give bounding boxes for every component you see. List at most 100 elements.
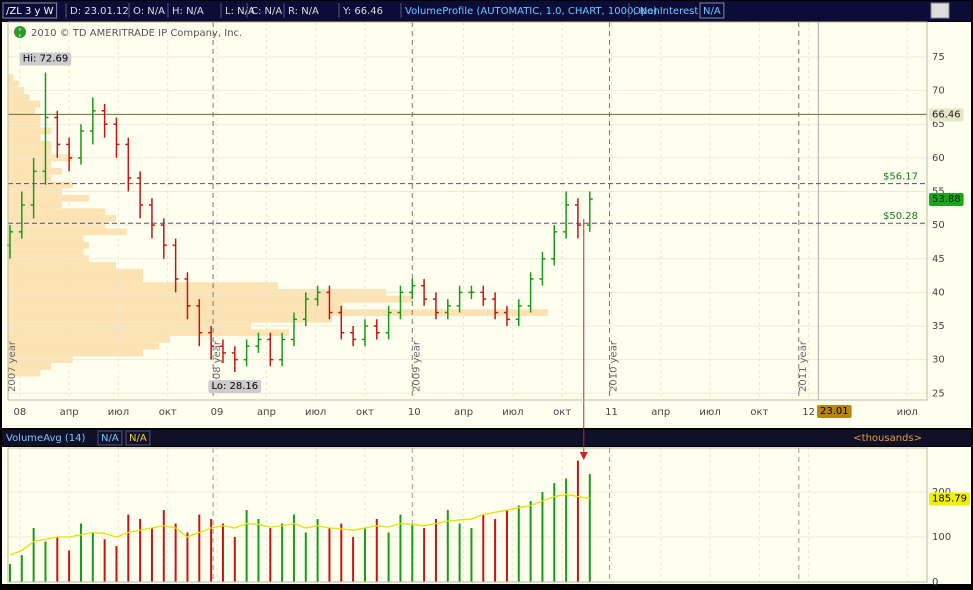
- volume-bar: [245, 510, 248, 582]
- profile-bar: [8, 235, 84, 242]
- profile-bar: [8, 141, 52, 148]
- volume-bar: [517, 505, 520, 582]
- header-item: H: N/A: [172, 6, 204, 17]
- y-tick-label: 40: [932, 287, 945, 298]
- volume-bar: [139, 519, 142, 582]
- volume-bar: [340, 523, 343, 582]
- y-tick-label: 70: [932, 86, 945, 97]
- profile-bar: [8, 342, 160, 350]
- volume-bar: [281, 523, 284, 582]
- volume-bar: [174, 523, 177, 582]
- profile-bar: [8, 215, 116, 222]
- last-price-label: 53.88: [932, 194, 961, 205]
- avg-last-label: 185.79: [932, 493, 967, 504]
- profile-bar: [8, 295, 413, 303]
- x-tick-label: 11: [605, 407, 618, 418]
- x-tick-label: 09: [211, 407, 224, 418]
- profile-bar: [8, 329, 289, 337]
- y-tick-label: 35: [932, 321, 945, 332]
- profile-bar: [8, 315, 332, 323]
- volume-frame: [7, 447, 928, 583]
- volume-bar: [103, 539, 106, 582]
- volume-bar: [8, 564, 11, 582]
- profile-bar: [8, 302, 343, 310]
- profile-bar: [8, 275, 143, 283]
- header-item: OpenInterest: [633, 6, 698, 17]
- profile-bar: [8, 114, 41, 121]
- year-label: 2010 year: [608, 340, 619, 392]
- profile-bar: [8, 349, 143, 357]
- header-item: L: N/A: [225, 6, 255, 17]
- volume-status: N/A: [129, 433, 147, 444]
- x-tick-label: апр: [257, 407, 276, 418]
- x-tick-label: апр: [60, 407, 79, 418]
- x-tick-label: апр: [651, 407, 670, 418]
- profile-bar: [8, 73, 14, 81]
- profile-bar: [8, 134, 41, 142]
- avg-last-label-box: [929, 492, 970, 506]
- volume-bar: [68, 550, 71, 582]
- volume-bar: [221, 523, 224, 582]
- volume-bar: [328, 528, 331, 582]
- volume-bar: [529, 501, 532, 582]
- cursor-label: 23.01: [820, 406, 849, 417]
- profile-bar: [8, 194, 89, 202]
- volume-bar: [79, 523, 82, 582]
- year-label: 2009 year: [411, 340, 422, 392]
- level-price-label: 66.46: [932, 109, 961, 120]
- profile-bar: [8, 241, 89, 249]
- profile-bar: [8, 161, 52, 168]
- y-tick-label: 25: [932, 388, 945, 399]
- header-item: O: N/A: [133, 6, 165, 17]
- volume-bar: [553, 483, 556, 582]
- volume-bar: [541, 492, 544, 582]
- copyright: 2010 © TD AMERITRADE IP Company, Inc.: [31, 28, 242, 39]
- volume-bar: [446, 510, 449, 582]
- lo-label: Lo: 28.16: [211, 381, 258, 392]
- profile-bar: [8, 80, 19, 88]
- volume-panel: [2, 447, 971, 584]
- x-tick-label: июл: [108, 407, 129, 418]
- volume-status: N/A: [101, 433, 119, 444]
- header-item: R: N/A: [288, 6, 319, 17]
- header-item: D: 23.01.12: [70, 6, 129, 17]
- profile-bar: [8, 248, 84, 256]
- x-tick-label: 10: [408, 407, 421, 418]
- profile-bar: [8, 262, 116, 269]
- volume-status-box: [97, 430, 123, 446]
- volume-bar: [588, 474, 591, 582]
- header-item-box: [699, 2, 725, 19]
- profile-bar: [8, 201, 62, 209]
- header-item: Y: 66.46: [342, 6, 383, 17]
- volume-bar: [576, 460, 579, 582]
- header-item: /ZL 3 y W: [6, 6, 54, 17]
- volume-bar: [198, 514, 201, 582]
- volume-bar: [150, 528, 153, 582]
- x-tick-label: июл: [699, 407, 720, 418]
- volume-bar: [316, 519, 319, 582]
- volume-bar: [186, 532, 189, 582]
- profile-bar: [8, 282, 278, 290]
- volume-bar: [233, 537, 236, 582]
- last-price-label-box: [929, 193, 964, 207]
- year-label: 2007 year: [7, 340, 18, 392]
- lo-label-box: [208, 380, 262, 394]
- profile-bar: [8, 208, 106, 216]
- y-tick-label: 30: [932, 355, 945, 366]
- volume-bar: [470, 528, 473, 582]
- volume-bar: [434, 519, 437, 582]
- hi-label-box: [19, 52, 72, 66]
- header-item: C: N/A: [251, 6, 282, 17]
- y-tick-label: 50: [932, 220, 945, 231]
- volume-bar: [56, 537, 59, 582]
- volume-bar: [210, 519, 213, 582]
- volume-bar: [20, 555, 23, 582]
- x-tick-label: окт: [356, 407, 374, 418]
- header-item: N/A: [703, 6, 721, 17]
- level-price-label-box: [929, 108, 964, 122]
- profile-bar: [8, 268, 143, 276]
- cursor-label-box: [816, 405, 852, 418]
- volume-bar: [115, 546, 118, 582]
- volume-avg-line: [9, 493, 590, 556]
